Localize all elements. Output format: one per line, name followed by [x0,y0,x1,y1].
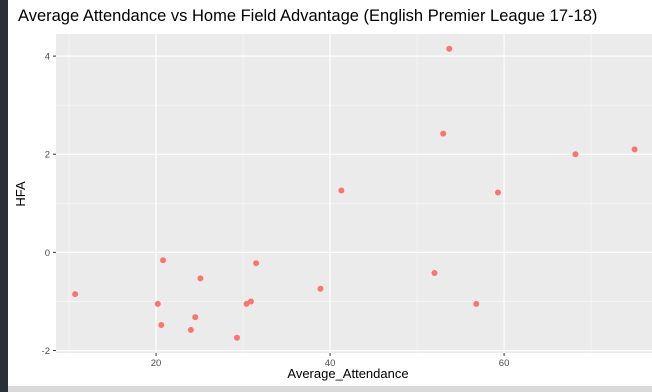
data-point [473,300,480,307]
grid-major [56,34,652,353]
data-point [197,275,204,282]
data-points [72,45,638,341]
data-point [338,187,345,194]
data-point [431,270,438,277]
x-tick-label: 60 [499,358,510,369]
plot-panel [56,34,652,353]
data-point [72,291,79,298]
data-point [494,189,501,196]
y-tick-label: 0 [45,248,50,259]
x-tick-label: 40 [325,358,336,369]
scatter-chart: Average Attendance vs Home Field Advanta… [13,7,652,381]
y-tick-label: 2 [45,150,50,161]
chart-frame: Average Attendance vs Home Field Advanta… [8,0,652,386]
data-point [158,322,165,329]
data-point [160,257,167,264]
chart-title: Average Attendance vs Home Field Advanta… [18,7,597,25]
data-point [253,260,260,267]
data-point [446,45,453,52]
y-tick-label: -2 [42,346,50,357]
grid-minor [56,34,652,353]
window-bottom-strip [8,386,652,392]
data-point [572,151,579,158]
data-point [247,298,254,305]
y-axis-label: HFA [13,181,28,207]
data-point [440,130,447,137]
data-point [233,334,240,341]
y-tick-label: 4 [45,52,50,63]
x-tick-label: 20 [151,358,162,369]
data-point [187,326,194,333]
x-axis-ticks: 20 40 60 [151,353,510,369]
data-point [631,146,638,153]
y-axis-ticks: -2 0 2 4 [42,52,56,357]
data-point [317,285,324,292]
data-point [154,300,161,307]
data-point [192,314,199,321]
x-axis-label: Average_Attendance [287,366,408,381]
data-point [243,300,250,307]
